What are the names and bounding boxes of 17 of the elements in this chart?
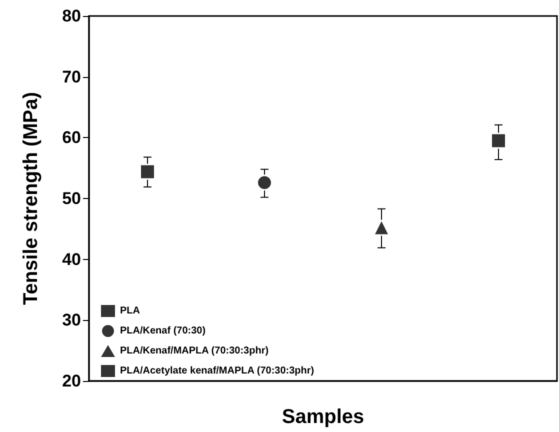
- point: [492, 134, 505, 148]
- point: [375, 221, 388, 234]
- y-axis-title: Tensile strength (MPa): [20, 92, 42, 305]
- legend-label: PLA/Kenaf/MAPLA (70:30:3phr): [120, 346, 269, 356]
- legend-label: PLA/Acetylate kenaf/MAPLA (70:30:3phr): [120, 366, 314, 376]
- x-axis-title: Samples: [282, 406, 364, 428]
- point: [258, 176, 271, 190]
- legend-label: PLA/Kenaf (70:30): [120, 326, 206, 336]
- y-tick-label: 70: [62, 67, 81, 86]
- y-tick-label: 20: [62, 372, 81, 390]
- y-tick-label: 30: [62, 310, 81, 330]
- y-tick-label: 40: [62, 250, 81, 269]
- legend-label: PLA: [120, 306, 140, 316]
- point: [141, 165, 154, 178]
- y-tick-label: 50: [62, 189, 81, 208]
- y-tick-label: 80: [62, 6, 81, 26]
- y-tick-label: 60: [62, 128, 81, 148]
